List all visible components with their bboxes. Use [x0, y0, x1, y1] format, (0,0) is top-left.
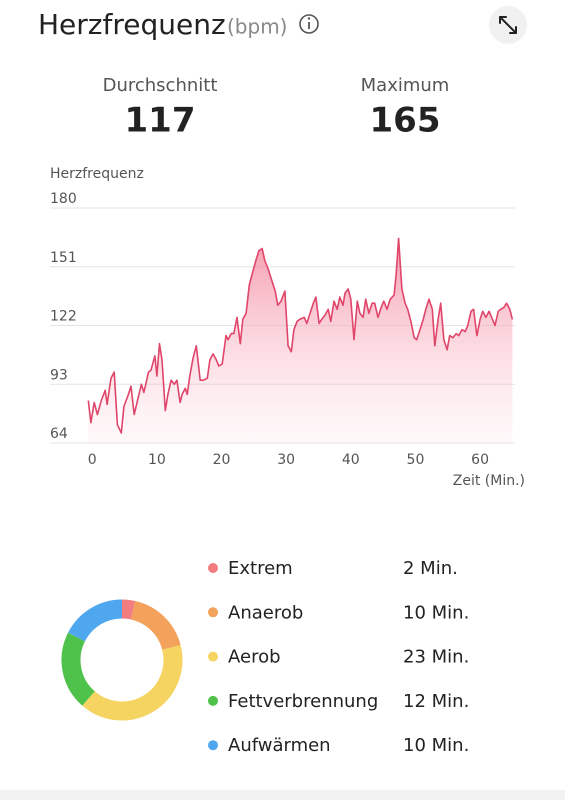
x-tick-label: 60	[471, 452, 489, 468]
expand-button[interactable]	[489, 6, 527, 44]
page-title: Herzfrequenz	[38, 8, 226, 41]
donut-segment	[121, 599, 136, 620]
zone-duration: 10 Min.	[403, 735, 469, 756]
zone-duration: 10 Min.	[403, 602, 469, 623]
legend-dot	[208, 607, 218, 618]
x-tick-label: 0	[88, 452, 97, 468]
stat-label: Durchschnitt	[103, 75, 218, 96]
zone-duration: 12 Min.	[403, 691, 469, 712]
y-tick-label: 151	[50, 250, 77, 266]
legend-label: Fettverbrennung	[228, 691, 378, 712]
legend-dot	[208, 740, 218, 751]
unit: (bpm)	[227, 15, 287, 39]
legend-label: Anaerob	[228, 602, 303, 623]
donut-segment	[68, 599, 123, 642]
stat-value: 165	[370, 101, 441, 141]
donut-segment	[82, 645, 183, 721]
x-tick-label: 30	[277, 452, 295, 468]
y-tick-label: 93	[50, 367, 68, 383]
y-tick-label: 64	[50, 426, 68, 442]
legend-dot	[208, 651, 218, 662]
legend-dot	[208, 563, 218, 573]
y-tick-label: 122	[50, 309, 77, 325]
heart-rate-line	[87, 237, 514, 434]
y-axis-label: Herzfrequenz	[50, 166, 144, 182]
legend-label: Extrem	[228, 558, 293, 579]
info-icon[interactable]	[299, 14, 319, 34]
x-tick-label: 40	[342, 452, 360, 468]
y-tick-label: 180	[50, 191, 77, 207]
x-tick-label: 10	[148, 452, 166, 468]
area-fill	[88, 238, 513, 443]
x-tick-label: 20	[213, 452, 231, 468]
legend-label: Aerob	[228, 647, 281, 668]
zone-duration: 2 Min.	[403, 558, 458, 579]
x-axis-label: Zeit (Min.)	[453, 473, 525, 489]
donut-segment	[130, 600, 181, 651]
x-tick-label: 50	[407, 452, 425, 468]
bottom-strip	[0, 790, 565, 800]
zone-duration: 23 Min.	[403, 647, 469, 668]
legend-dot	[208, 695, 218, 706]
stat-label: Maximum	[361, 75, 450, 96]
donut-segment	[61, 632, 96, 706]
legend-label: Aufwärmen	[228, 735, 331, 756]
stat-value: 117	[125, 101, 196, 141]
